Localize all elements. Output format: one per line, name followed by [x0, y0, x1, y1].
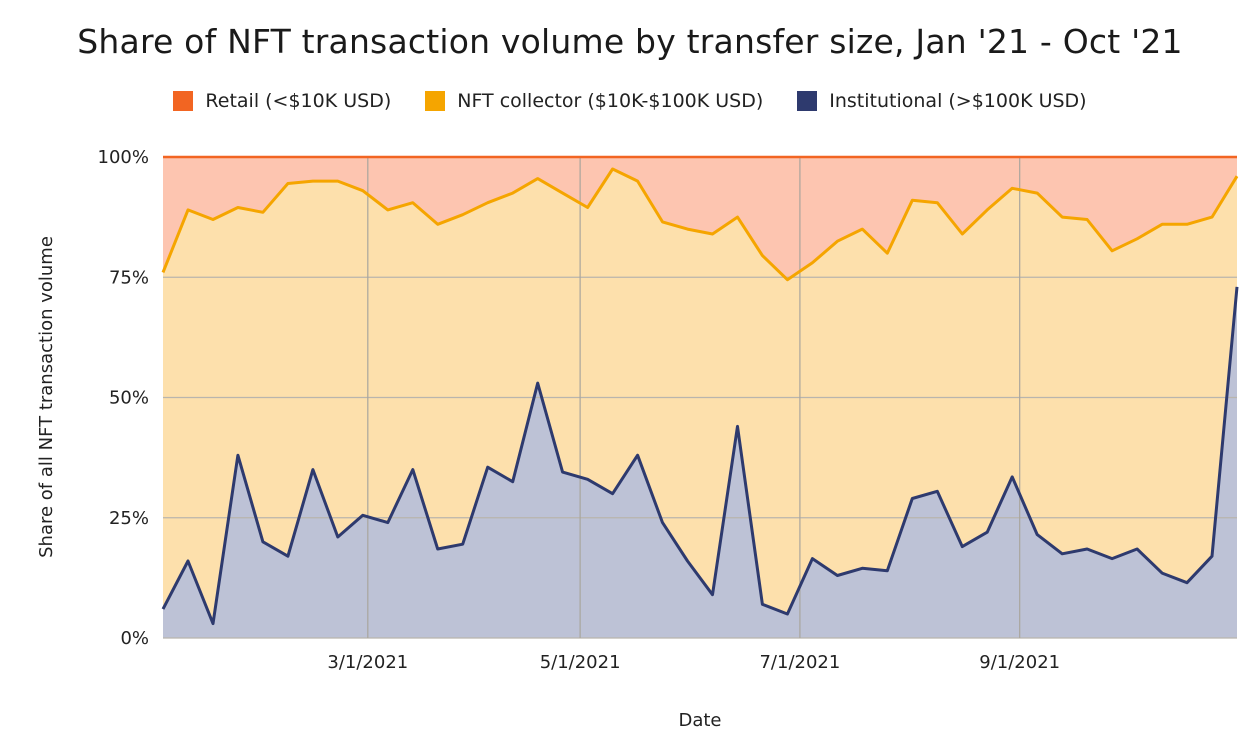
x-tick-label: 5/1/2021 — [540, 652, 621, 673]
legend-item-nft-collector[interactable]: NFT collector ($10K-$100K USD) — [425, 90, 763, 112]
legend-swatch-nft-collector — [425, 91, 446, 111]
legend-label-retail: Retail (<$10K USD) — [205, 90, 392, 112]
series-lines — [161, 155, 1239, 626]
x-tick-label: 9/1/2021 — [979, 652, 1060, 673]
area-retail — [163, 157, 1237, 280]
legend-swatch-institutional — [797, 91, 818, 111]
line-nft-collector — [161, 167, 1239, 282]
y-tick-label: 0% — [120, 628, 149, 649]
legend-item-retail[interactable]: Retail (<$10K USD) — [173, 90, 391, 112]
area-institutional — [163, 286, 1237, 638]
area-nft-collector — [163, 169, 1237, 624]
chart-title: Share of NFT transaction volume by trans… — [77, 22, 1183, 61]
legend: Retail (<$10K USD) NFT collector ($10K-$… — [0, 90, 1260, 112]
y-tick-label: 75% — [109, 267, 149, 288]
series-areas — [163, 157, 1237, 638]
x-axis-ticks: 3/1/2021 5/1/2021 7/1/2021 9/1/2021 — [327, 652, 1060, 673]
y-axis-label: Share of all NFT transaction volume — [36, 236, 57, 558]
y-axis-ticks: 100% 75% 50% 25% 0% — [98, 147, 149, 649]
legend-item-institutional[interactable]: Institutional (>$100K USD) — [797, 90, 1087, 112]
x-axis-label: Date — [678, 710, 721, 731]
legend-label-institutional: Institutional (>$100K USD) — [829, 90, 1087, 112]
legend-swatch-retail — [173, 91, 194, 111]
y-tick-label: 25% — [109, 508, 149, 529]
x-tick-label: 3/1/2021 — [327, 652, 408, 673]
x-tick-label: 7/1/2021 — [759, 652, 840, 673]
y-tick-label: 50% — [109, 388, 149, 409]
line-institutional — [161, 286, 1239, 626]
legend-label-nft-collector: NFT collector ($10K-$100K USD) — [457, 90, 764, 112]
y-tick-label: 100% — [98, 147, 149, 168]
